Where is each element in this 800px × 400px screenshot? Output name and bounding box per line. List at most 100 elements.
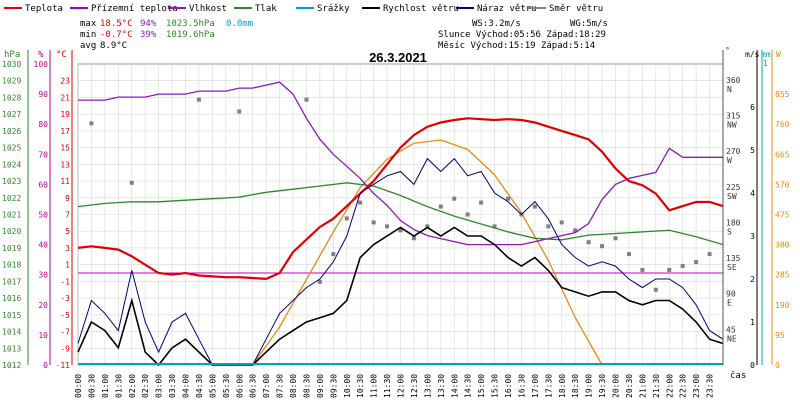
c-tick-label: 17	[60, 127, 70, 136]
legend: Teplota Přízemní teplota Vlhkost Tlak Sr…	[4, 4, 603, 14]
hpa-tick-label: 1020	[2, 227, 21, 236]
legend-entry-naraz-vetru: Náraz větru	[456, 4, 537, 14]
legend-entry-vlhkost: Vlhkost	[168, 4, 227, 14]
c-tick-label: 11	[60, 177, 70, 186]
hpa-tick-label: 1016	[2, 294, 21, 303]
time-tick-label: 14:30	[464, 374, 473, 398]
plot-area	[77, 63, 724, 367]
pct-tick-label: 20	[38, 301, 48, 310]
direction-point	[465, 212, 470, 217]
stat-ws: WS:3.2m/s	[472, 19, 521, 29]
time-tick-label: 03:30	[168, 374, 177, 398]
direction-point	[532, 204, 537, 209]
c-tick-label: 3	[65, 244, 70, 253]
gust-line	[77, 157, 724, 366]
time-tick-label: 09:00	[316, 374, 325, 398]
c-tick-label: 9	[65, 194, 70, 203]
dir-tick-label: 180	[726, 218, 741, 227]
time-tick-label: 04:30	[195, 374, 204, 398]
c-tick-label: -5	[60, 311, 70, 320]
legend-entry-rychlost-vetru: Rychlost větru	[362, 4, 459, 14]
hpa-tick-label: 1017	[2, 277, 21, 286]
time-tick-label: 13:30	[437, 374, 446, 398]
ms-unit: m/s	[745, 50, 760, 59]
direction-point	[129, 180, 134, 185]
stat-wg: WG:5m/s	[570, 19, 608, 29]
w-tick-label: 380	[775, 241, 790, 250]
pct-tick-label: 70	[38, 150, 48, 159]
right-axes: ° m/s mm W1360N315NW270W225SW180S135SE90E45…	[722, 46, 790, 370]
time-tick-label: 17:30	[544, 374, 553, 398]
legend-label-smer-vetru: Směr větru	[549, 4, 603, 14]
dir-tick-name: SE	[727, 263, 737, 272]
time-tick-label: 06:30	[249, 374, 258, 398]
legend-entry-srazky: Srážky	[296, 4, 350, 14]
direction-point	[344, 216, 349, 221]
c-tick-label: -1	[60, 277, 70, 286]
hpa-unit: hPa	[4, 50, 20, 60]
mm-top-label: 1	[763, 59, 768, 68]
legend-entry-teplota: Teplota	[4, 4, 63, 14]
direction-point	[600, 244, 605, 249]
direction-point	[438, 204, 443, 209]
direction-point	[492, 224, 497, 229]
stat-min-label: min	[80, 30, 96, 40]
c-tick-label: -7	[60, 328, 70, 337]
w-tick-label: 855	[775, 90, 790, 99]
direction-point	[398, 228, 403, 233]
direction-point	[667, 267, 672, 272]
time-tick-label: 08:00	[289, 374, 298, 398]
direction-point	[546, 224, 551, 229]
dir-tick-label: 360	[726, 76, 741, 85]
stat-max-label: max	[80, 19, 97, 29]
dir-tick-label: 45	[726, 325, 736, 334]
time-tick-label: 10:00	[343, 374, 352, 398]
hpa-tick-label: 1024	[2, 160, 21, 169]
time-tick-label: 19:30	[598, 374, 607, 398]
legend-label-rychlost-vetru: Rychlost větru	[383, 4, 459, 14]
dir-unit: °	[725, 46, 730, 55]
time-tick-label: 16:00	[504, 374, 513, 398]
legend-label-naraz-vetru: Náraz větru	[477, 4, 537, 14]
left-axes: hPa% °C1030102910281027102610251024102310…	[2, 50, 73, 370]
direction-point	[196, 97, 201, 102]
time-tick-label: 22:00	[665, 374, 674, 398]
w-unit: W	[776, 50, 781, 59]
hpa-tick-label: 1015	[2, 311, 21, 320]
c-tick-label: 13	[60, 160, 70, 169]
hpa-tick-label: 1029	[2, 77, 21, 86]
mm-unit: mm	[761, 50, 771, 59]
time-tick-label: 23:30	[706, 374, 715, 398]
time-unit: čas	[730, 370, 746, 381]
legend-entry-smer-vetru: Směr větru	[528, 4, 603, 14]
hpa-tick-label: 1022	[2, 194, 21, 203]
time-tick-label: 22:30	[679, 374, 688, 398]
hpa-tick-label: 1021	[2, 211, 21, 220]
w-tick-label: 665	[775, 150, 790, 159]
hpa-tick-label: 1030	[2, 60, 21, 69]
pct-unit: %	[38, 50, 44, 60]
time-tick-label: 12:30	[410, 374, 419, 398]
legend-label-prizemni-teplota: Přízemní teplota	[91, 4, 178, 14]
hpa-tick-label: 1013	[2, 344, 21, 353]
stat-moon: Měsíc Východ:15:19 Západ:5:14	[438, 41, 595, 51]
time-tick-label: 00:00	[74, 374, 83, 398]
time-tick-label: 10:30	[356, 374, 365, 398]
stat-max-rain: 0.0mm	[226, 19, 253, 29]
time-tick-label: 04:00	[182, 374, 191, 398]
c-tick-label: -3	[60, 294, 70, 303]
direction-point	[613, 236, 618, 241]
direction-point	[694, 260, 699, 265]
time-tick-label: 15:30	[491, 374, 500, 398]
time-tick-label: 09:30	[329, 374, 338, 398]
time-tick-label: 21:00	[638, 374, 647, 398]
pct-tick-label: 100	[34, 60, 49, 69]
pct-tick-label: 0	[43, 361, 48, 370]
stat-max-hum: 94%	[140, 19, 157, 29]
dir-tick-label: 90	[726, 290, 736, 299]
direction-point	[506, 196, 510, 201]
time-tick-label: 05:00	[208, 374, 217, 398]
direction-point	[89, 121, 94, 126]
time-tick-label: 17:00	[531, 374, 540, 398]
